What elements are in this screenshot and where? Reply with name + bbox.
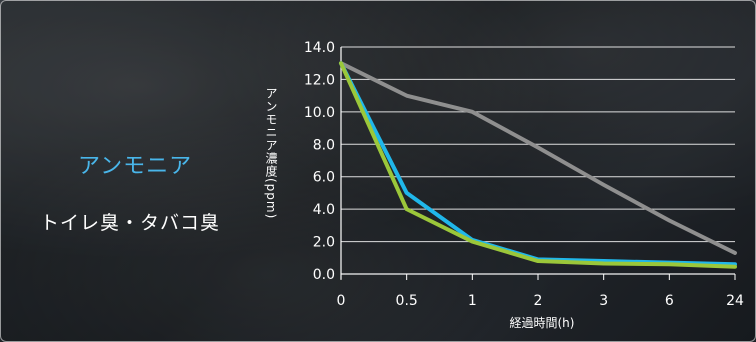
y-tick-label: 12.0 — [304, 72, 335, 88]
x-tick-label: 3 — [599, 293, 608, 309]
y-tick-label: 10.0 — [304, 105, 335, 121]
x-tick-labels: 0 0.5 1 2 3 6 24 — [337, 293, 744, 309]
x-tick-label: 0 — [337, 293, 346, 309]
x-tick-label: 0.5 — [396, 293, 418, 309]
grid-lines — [341, 46, 735, 275]
series-line-1 — [339, 61, 737, 255]
series-lines — [339, 61, 737, 269]
x-tick-label: 24 — [726, 293, 744, 309]
y-tick-label: 14.0 — [304, 40, 335, 56]
x-axis-label: 経過時間(h) — [510, 316, 575, 330]
y-tick-label: 4.0 — [313, 202, 335, 218]
x-tick-label: 1 — [468, 293, 477, 309]
y-tick-labels: 0.0 2.0 4.0 6.0 8.0 10.0 12.0 14.0 — [304, 40, 335, 283]
panel-title: アンモニア — [78, 154, 193, 179]
y-tick-label: 8.0 — [313, 137, 335, 153]
y-tick-label: 0.0 — [313, 267, 335, 283]
y-tick-label: 6.0 — [313, 170, 335, 186]
x-tick-label: 6 — [665, 293, 674, 309]
panel-subtitle: トイレ臭・タバコ臭 — [40, 212, 221, 234]
y-axis-label: アンモニア濃度(ppm) — [264, 87, 278, 219]
axes — [340, 47, 736, 280]
x-tick-label: 2 — [534, 293, 543, 309]
y-tick-label: 2.0 — [313, 235, 335, 251]
series-line-3 — [339, 61, 737, 269]
